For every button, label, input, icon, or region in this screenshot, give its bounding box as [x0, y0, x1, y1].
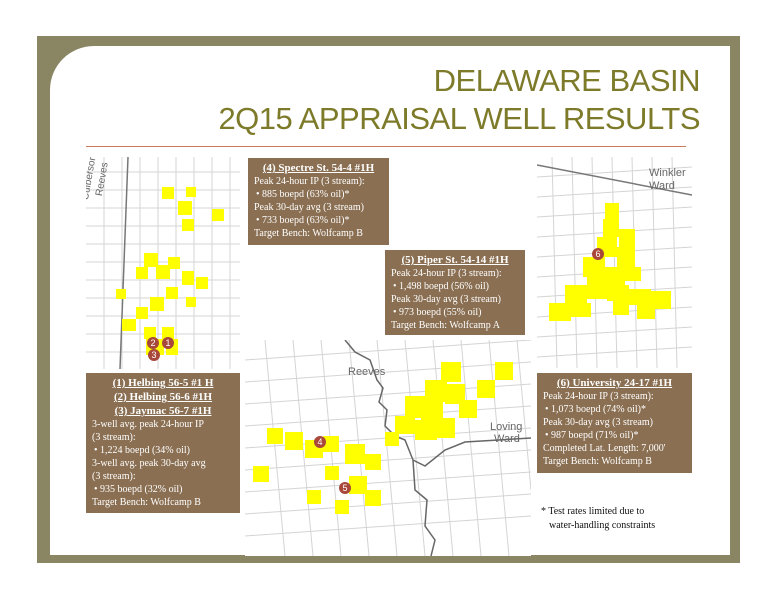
well-heading-helbing-2: (2) Helbing 56-6 #1H: [113, 391, 213, 403]
piper-line-3: • 973 boepd (55% oil): [393, 307, 482, 318]
university-line-3: • 987 boepd (71% oil)*: [545, 430, 639, 441]
county-label-reeves-middle: Reeves: [348, 366, 386, 378]
well-heading-spectre: (4) Spectre St. 54-4 #1H: [262, 162, 375, 174]
well-heading-jaymac-3: (3) Jaymac 56-7 #1H: [114, 405, 212, 417]
well-info-spectre: (4) Spectre St. 54-4 #1H Peak 24-hour IP…: [248, 158, 389, 245]
county-label-ward-middle: Ward: [494, 433, 520, 445]
university-line-5: Target Bench: Wolfcamp B: [543, 456, 652, 467]
spectre-line-0: Peak 24-hour IP (3 stream):: [254, 176, 365, 187]
university-line-4: Completed Lat. Length: 7,000': [543, 443, 666, 454]
well-marker-6: 6: [592, 248, 604, 260]
piper-line-0: Peak 24-hour IP (3 stream):: [391, 268, 502, 279]
well-marker-1: 1: [162, 337, 174, 349]
map-middle-grid: [245, 340, 531, 556]
map-right-grid: [537, 157, 692, 368]
well-heading-helbing-1: (1) Helbing 56-5 #1 H: [112, 377, 214, 389]
spectre-line-3: • 733 boepd (63% oil)*: [256, 215, 350, 226]
well-info-helbing: (1) Helbing 56-5 #1 H (2) Helbing 56-6 #…: [86, 373, 240, 513]
well-heading-university: (6) University 24-17 #1H: [556, 377, 673, 389]
county-label-ward-right: Ward: [649, 180, 675, 192]
footnote-line2: water-handling constraints: [549, 520, 656, 531]
slide-title-line1: DELAWARE BASIN: [433, 63, 701, 98]
spectre-line-1: • 885 boepd (63% oil)*: [256, 189, 350, 200]
piper-line-2: Peak 30-day avg (3 stream): [391, 294, 501, 305]
university-line-2: Peak 30-day avg (3 stream): [543, 417, 653, 428]
well-info-piper: (5) Piper St. 54-14 #1H Peak 24-hour IP …: [385, 250, 525, 335]
helbing-line-5: • 935 boepd (32% oil): [94, 484, 183, 495]
university-line-1: • 1,073 boepd (74% oil)*: [545, 404, 646, 415]
spectre-line-2: Peak 30-day avg (3 stream): [254, 202, 364, 213]
helbing-line-3: 3-well avg. peak 30-day avg: [92, 458, 206, 469]
spectre-line-4: Target Bench: Wolfcamp B: [254, 228, 363, 239]
piper-line-4: Target Bench: Wolfcamp A: [391, 320, 500, 331]
map-left-grid: [86, 157, 240, 369]
map-right: Winkler Ward 6: [537, 157, 692, 368]
well-marker-5: 5: [339, 482, 351, 494]
helbing-line-1: (3 stream):: [92, 432, 136, 443]
well-marker-2: 2: [147, 337, 159, 349]
well-marker-3: 3: [148, 349, 160, 361]
well-info-university: (6) University 24-17 #1H Peak 24-hour IP…: [537, 373, 692, 473]
helbing-line-0: 3-well avg. peak 24-hour IP: [92, 419, 204, 430]
university-line-0: Peak 24-hour IP (3 stream):: [543, 391, 654, 402]
map-left: Culberson Reeves 2 1 3: [86, 157, 240, 369]
helbing-line-4: (3 stream):: [92, 471, 136, 482]
title-divider: [86, 146, 686, 147]
helbing-line-6: Target Bench: Wolfcamp B: [92, 497, 201, 508]
county-label-loving: Loving: [490, 421, 523, 433]
well-marker-4: 4: [314, 436, 326, 448]
slide-title-line2: 2Q15 APPRAISAL WELL RESULTS: [218, 101, 700, 136]
helbing-line-2: • 1,224 boepd (34% oil): [94, 445, 190, 456]
footnote-line1: * Test rates limited due to: [541, 506, 645, 517]
piper-line-1: • 1,498 boepd (56% oil): [393, 281, 489, 292]
footnote: * Test rates limited due to water-handli…: [541, 505, 655, 533]
well-heading-piper: (5) Piper St. 54-14 #1H: [401, 254, 509, 266]
county-label-winkler: Winkler: [649, 167, 686, 179]
map-middle: Reeves Loving Ward 4 5: [245, 340, 531, 556]
